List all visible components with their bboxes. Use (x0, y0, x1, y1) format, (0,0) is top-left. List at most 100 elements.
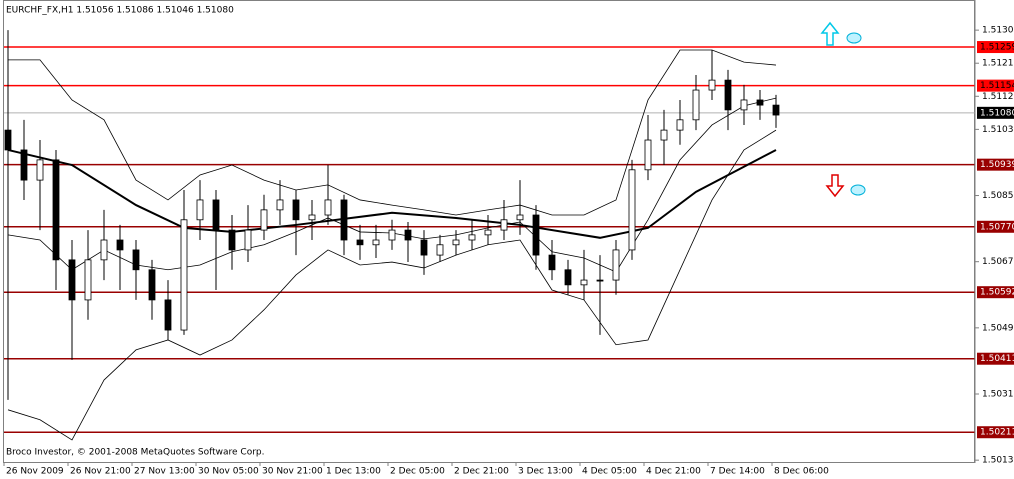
arrow-down (825, 174, 845, 198)
candle-body (260, 209, 268, 231)
x-tick-label: 30 Nov 21:00 (262, 467, 323, 477)
candle-body (164, 299, 172, 331)
level-label: 1.50592 (980, 288, 1014, 298)
candle-body (212, 199, 220, 231)
y-tick-label: 1.50495 (982, 323, 1014, 333)
candle-body (500, 219, 508, 231)
y-tick-label: 1.50855 (982, 191, 1014, 201)
level-label: 1.50770 (980, 222, 1014, 232)
plot (4, 30, 1014, 441)
level-label-box (977, 41, 1014, 54)
x-tick-label: 2 Dec 21:00 (454, 467, 509, 477)
indicator-line (7, 148, 777, 239)
x-tick-label: 4 Dec 21:00 (646, 467, 701, 477)
level-label: 1.50411 (980, 354, 1014, 364)
level-label-box (977, 158, 1014, 171)
candle-body (772, 104, 780, 116)
candle-body (484, 229, 492, 236)
hand-icon (850, 184, 866, 196)
x-tick-label: 7 Dec 14:00 (710, 467, 765, 477)
candle-body (548, 254, 556, 271)
candle-body (404, 229, 412, 241)
candle-body (228, 229, 236, 251)
y-tick-label: 1.51035 (982, 125, 1014, 135)
candle-body (532, 214, 540, 256)
candle-body (516, 214, 524, 221)
candle-body (180, 219, 188, 331)
level-label: 1.50939 (980, 160, 1014, 170)
candle-body (452, 239, 460, 246)
y-tick-label: 1.50135 (982, 456, 1014, 466)
candle-body (372, 239, 380, 246)
y-tick-label: 1.51125 (982, 92, 1014, 102)
level-label: 1.50211 (980, 428, 1014, 438)
candle-body (660, 129, 668, 141)
chart-title: EURCHF_FX,H1 1.51056 1.51086 1.51046 1.5… (6, 6, 234, 16)
candle-body (52, 159, 60, 261)
level-label-box (977, 79, 1014, 92)
candle-body (724, 79, 732, 111)
level-label: 1.51154 (980, 81, 1014, 91)
candle-body (68, 259, 76, 301)
candle-body (420, 239, 428, 256)
y-axis-bg (975, 0, 1014, 479)
signal-down (825, 174, 866, 198)
candle-body (116, 239, 124, 251)
candle-body (612, 249, 620, 281)
x-tick-label: 8 Dec 06:00 (774, 467, 829, 477)
copyright: Broco Investor, © 2001-2008 MetaQuotes S… (6, 448, 265, 458)
signal-up (820, 21, 862, 46)
x-tick-label: 26 Nov 21:00 (70, 467, 131, 477)
arrow-up (820, 21, 840, 46)
bid-label: 1.51080 (980, 108, 1014, 118)
level-label: 1.51259 (980, 43, 1014, 53)
candle-body (324, 199, 332, 216)
level-label-box (977, 220, 1014, 233)
candle-body (468, 234, 476, 241)
x-tick-label: 26 Nov 2009 (6, 467, 64, 477)
candle-body (644, 139, 652, 171)
candle-body (244, 229, 252, 251)
candle-body (292, 199, 300, 221)
level-label-box (977, 352, 1014, 365)
candle-body (708, 79, 716, 91)
bid-label-box (977, 106, 1014, 119)
candle-body (276, 199, 284, 211)
y-tick-label: 1.51215 (982, 59, 1014, 69)
y-tick-label: 1.50315 (982, 390, 1014, 400)
candle-body (628, 169, 636, 251)
indicator-line (7, 129, 777, 441)
candle-body (148, 269, 156, 301)
y-tick-label: 1.50675 (982, 257, 1014, 267)
candle-body (4, 129, 12, 151)
candle-body (308, 214, 316, 221)
candle-body (596, 279, 604, 282)
candle-body (436, 244, 444, 256)
level-label-box (977, 426, 1014, 439)
x-tick-label: 3 Dec 13:00 (518, 467, 573, 477)
x-tick-label: 4 Dec 05:00 (582, 467, 637, 477)
x-tick-label: 30 Nov 05:00 (198, 467, 259, 477)
candle-body (676, 119, 684, 131)
candle-body (132, 249, 140, 271)
hand-icon (846, 32, 862, 44)
candle-body (340, 199, 348, 241)
candle-body (740, 99, 748, 111)
candle-body (100, 239, 108, 261)
candle-body (36, 159, 44, 181)
candle-body (84, 259, 92, 301)
candle-body (692, 89, 700, 121)
indicator-line (8, 49, 777, 216)
level-label-box (977, 286, 1014, 299)
candle-body (580, 279, 588, 286)
x-tick-label: 1 Dec 13:00 (326, 467, 381, 477)
candle-body (756, 99, 764, 106)
x-tick-label: 27 Nov 13:00 (134, 467, 195, 477)
candle-body (20, 149, 28, 181)
y-tick-label: 1.51305 (982, 26, 1014, 36)
candle-body (356, 239, 364, 246)
candle-body (388, 229, 396, 241)
